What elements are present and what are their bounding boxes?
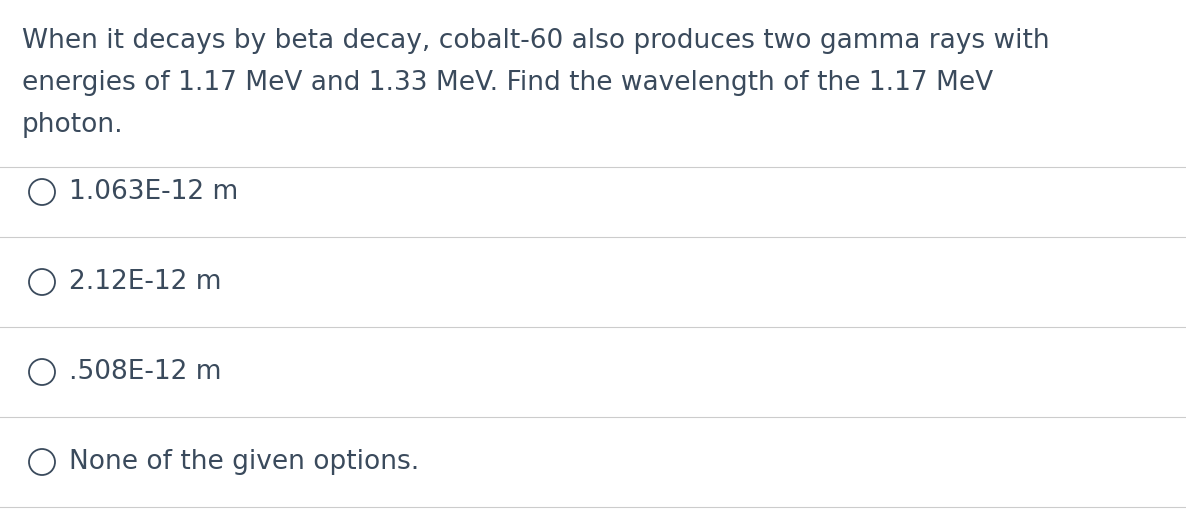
Text: .508E-12 m: .508E-12 m	[69, 359, 222, 385]
Text: photon.: photon.	[23, 112, 123, 138]
Ellipse shape	[28, 359, 55, 385]
Ellipse shape	[28, 269, 55, 295]
Text: energies of 1.17 MeV and 1.33 MeV. Find the wavelength of the 1.17 MeV: energies of 1.17 MeV and 1.33 MeV. Find …	[23, 70, 993, 96]
Text: None of the given options.: None of the given options.	[69, 449, 419, 475]
Text: 2.12E-12 m: 2.12E-12 m	[69, 269, 222, 295]
Ellipse shape	[28, 179, 55, 205]
Text: 1.063E-12 m: 1.063E-12 m	[69, 179, 238, 205]
Ellipse shape	[28, 449, 55, 475]
Text: When it decays by beta decay, cobalt-60 also produces two gamma rays with: When it decays by beta decay, cobalt-60 …	[23, 28, 1050, 54]
